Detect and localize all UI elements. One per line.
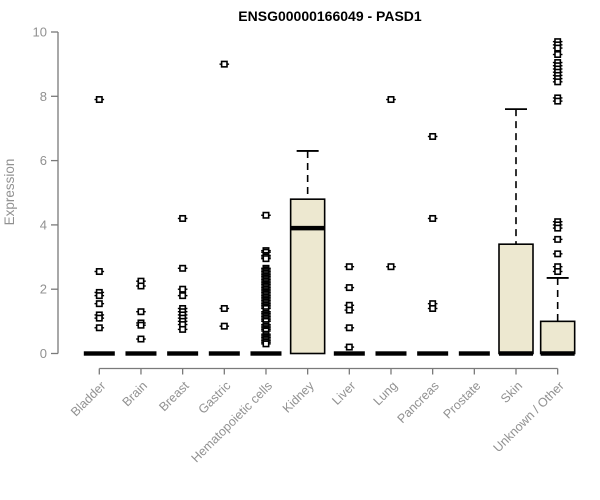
outlier-point <box>554 268 562 276</box>
box-group-pancreas <box>417 132 449 356</box>
outlier-point <box>95 292 103 300</box>
box-group-prostate <box>458 351 490 356</box>
box-group-bladder <box>83 96 115 356</box>
outlier-point <box>95 300 103 308</box>
box-group-breast <box>167 214 199 356</box>
x-tick-label: Breast <box>156 378 192 414</box>
outlier-point <box>179 214 187 222</box>
box-group-kidney <box>289 150 326 355</box>
x-tick-label: Prostate <box>441 379 484 422</box>
outlier-point <box>554 250 562 258</box>
y-tick-label: 2 <box>40 282 47 297</box>
box-group-gastric <box>208 60 240 356</box>
box-group-skin <box>498 108 534 356</box>
box-rect <box>539 320 576 355</box>
outlier-point <box>554 78 562 86</box>
y-tick-label: 4 <box>40 217 47 232</box>
outlier-point <box>137 308 145 316</box>
outlier-point <box>345 284 353 292</box>
outlier-point <box>429 304 437 312</box>
x-tick-label: Brain <box>120 379 151 410</box>
y-tick-label: 10 <box>33 25 47 40</box>
x-tick-label: Bladder <box>68 379 108 419</box>
outlier-point <box>95 314 103 322</box>
y-tick-label: 6 <box>40 153 47 168</box>
x-tick-label: Unknown / Other <box>491 379 567 455</box>
outlier-point <box>220 322 228 330</box>
collapsed-box-bar <box>375 351 407 356</box>
collapsed-box-bar <box>208 351 240 356</box>
box-rect <box>498 243 534 355</box>
outlier-point <box>137 321 145 329</box>
box-group-lung <box>375 96 407 356</box>
collapsed-box-bar <box>333 351 365 356</box>
outlier-point <box>345 324 353 332</box>
outlier-point <box>387 96 395 104</box>
outlier-point <box>554 51 562 59</box>
box-group-brain <box>125 277 157 356</box>
collapsed-box-bar <box>167 351 199 356</box>
outlier-point <box>137 282 145 290</box>
collapsed-box-bar <box>458 351 490 356</box>
x-tick-label: Gastric <box>196 379 234 417</box>
outlier-point <box>554 44 562 52</box>
collapsed-box-bar <box>250 351 282 356</box>
outlier-point <box>387 263 395 271</box>
x-tick-label: Pancreas <box>395 379 442 426</box>
box-group-unknown-other <box>539 38 576 356</box>
outlier-point <box>262 255 270 263</box>
outlier-point <box>95 268 103 276</box>
outlier-point <box>95 96 103 104</box>
collapsed-box-bar <box>83 351 115 356</box>
outlier-point <box>220 60 228 68</box>
outlier-point <box>345 263 353 271</box>
outlier-point <box>220 304 228 312</box>
chart-title: ENSG00000166049 - PASD1 <box>238 8 422 24</box>
outlier-point <box>95 324 103 332</box>
x-tick-label: Liver <box>329 379 358 408</box>
box-group-hematopoietic-cells <box>250 211 282 356</box>
outlier-point <box>554 235 562 243</box>
outlier-point <box>179 264 187 272</box>
outlier-point <box>137 335 145 343</box>
outlier-point <box>429 214 437 222</box>
x-tick-label: Kidney <box>280 378 317 415</box>
y-axis-title: Expression <box>2 159 17 226</box>
outlier-point <box>262 340 270 348</box>
outlier-point <box>429 132 437 140</box>
x-tick-label: Hematopoietic cells <box>189 379 276 466</box>
outlier-point <box>345 343 353 351</box>
box-group-liver <box>333 263 365 356</box>
outlier-point <box>179 285 187 293</box>
outlier-point <box>554 97 562 105</box>
outlier-point <box>262 211 270 219</box>
y-tick-label: 0 <box>40 346 47 361</box>
collapsed-box-bar <box>417 351 449 356</box>
box-rect <box>289 198 326 355</box>
outlier-point <box>345 306 353 314</box>
outlier-point <box>179 325 187 333</box>
x-tick-label: Skin <box>498 379 525 406</box>
outlier-point <box>554 224 562 232</box>
collapsed-box-bar <box>125 351 157 356</box>
boxes <box>83 38 576 356</box>
outlier-point <box>179 292 187 300</box>
x-tick-label: Lung <box>371 379 401 409</box>
y-tick-label: 8 <box>40 89 47 104</box>
